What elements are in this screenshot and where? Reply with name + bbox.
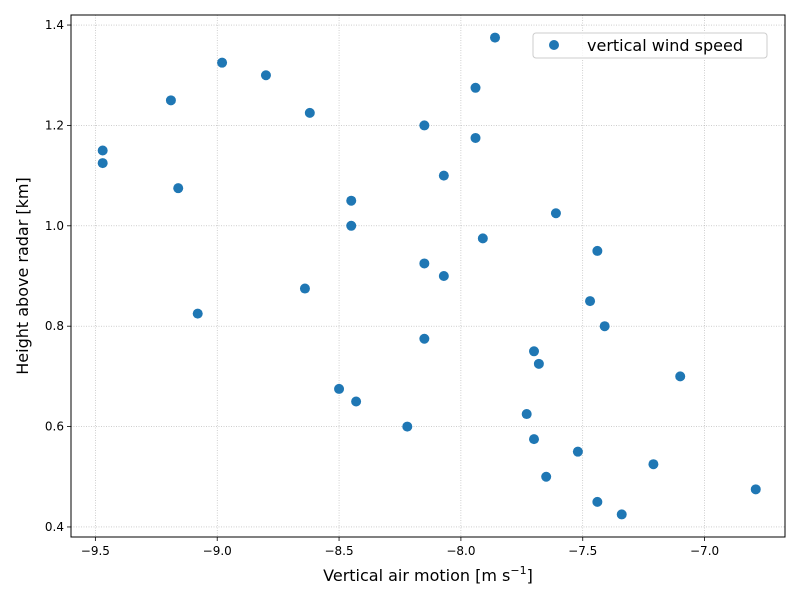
x-tick-label: −9.5 [81,544,110,558]
y-axis-label: Height above radar [km] [13,177,32,374]
y-axis-ticks: 0.4 0.6 0.8 1.0 1.2 1.4 [45,18,71,534]
data-points [97,32,761,520]
data-point [97,145,108,156]
y-tick-label: 0.4 [45,520,64,534]
y-tick-label: 1.0 [45,219,64,233]
plot-frame [70,14,786,538]
data-point [299,283,310,294]
data-point [438,170,449,181]
y-tick-label: 0.8 [45,319,64,333]
data-point [97,158,108,169]
data-point [529,434,540,445]
data-point [260,70,271,81]
legend-box [532,32,768,59]
data-point [521,409,532,420]
data-point [533,358,544,369]
x-tick-label: −7.0 [690,544,719,558]
data-point [470,82,481,93]
data-point [165,95,176,106]
x-tick-label: −9.0 [203,544,232,558]
data-point [346,195,357,206]
data-point [541,471,552,482]
x-axis-label: Vertical air motion [m s−1] [323,564,533,585]
y-tick-label: 0.6 [45,420,64,434]
data-point [334,383,345,394]
data-point [599,321,610,332]
data-point [592,496,603,507]
legend-label: vertical wind speed [587,36,743,55]
data-point [585,296,596,307]
x-tick-label: −7.5 [568,544,597,558]
y-tick-label: 1.4 [45,18,64,32]
data-point [402,421,413,432]
data-point [419,333,430,344]
data-point [304,107,315,118]
data-point [648,459,659,470]
data-point [346,220,357,231]
data-point [750,484,761,495]
grid-lines [71,15,785,537]
data-point [477,233,488,244]
data-point [572,446,583,457]
data-point [616,509,627,520]
legend-marker [549,40,559,50]
data-point [173,183,184,194]
data-point [419,120,430,131]
y-tick-label: 1.2 [45,118,64,132]
data-point [419,258,430,269]
data-point [490,32,501,43]
data-point [529,346,540,357]
data-point [217,57,228,68]
data-point [192,308,203,319]
x-axis-ticks: −9.5 −9.0 −8.5 −8.0 −7.5 −7.0 [81,537,719,558]
data-point [550,208,561,219]
x-tick-label: −8.5 [324,544,353,558]
x-tick-label: −8.0 [446,544,475,558]
legend: vertical wind speed [532,32,768,59]
data-point [351,396,362,407]
data-point [675,371,686,382]
data-point [438,271,449,281]
data-point [592,245,603,256]
data-point [470,132,481,143]
